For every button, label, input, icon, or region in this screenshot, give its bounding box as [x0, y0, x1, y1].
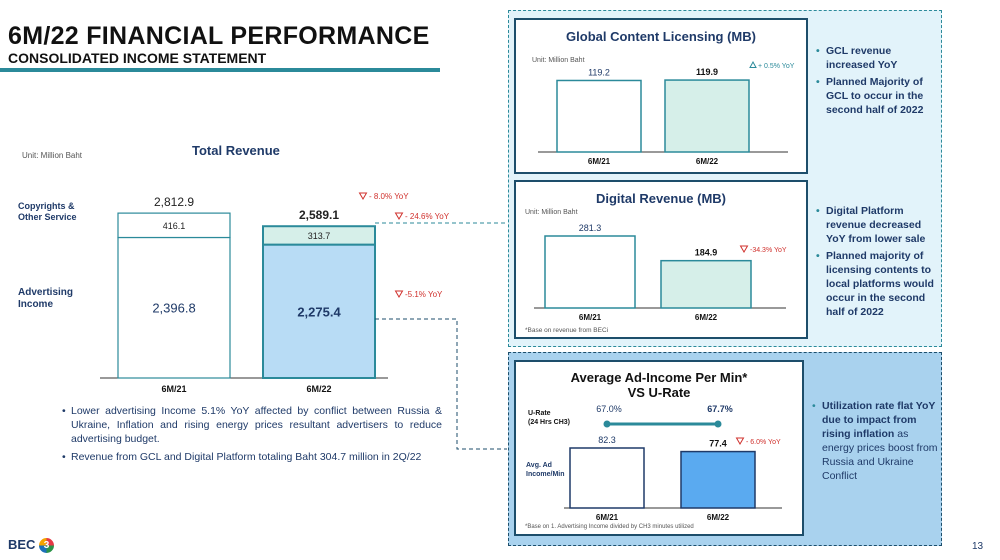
total-yoy-label: - 8.0% YoY: [369, 192, 409, 201]
category-label: 6M/21: [161, 384, 186, 394]
category-label: 6M/22: [707, 513, 730, 522]
adincome-card: Average Ad-Income Per Min* VS U-Rate U-R…: [514, 360, 804, 536]
category-label: 6M/22: [306, 384, 331, 394]
bar-value-label: 77.4: [709, 439, 727, 449]
bar-advertising: [117, 236, 231, 379]
bullet-item: • Utilization rate flat YoY due to impac…: [812, 400, 938, 482]
gcl-title: Global Content Licensing (MB): [566, 29, 756, 44]
total-value-label: 2,589.1: [299, 208, 339, 222]
bar-value-label: 281.3: [579, 223, 602, 233]
bullet-item: • GCL revenue increased YoY: [816, 45, 898, 71]
adincome-yoy-label: - 6.0% YoY: [746, 439, 781, 446]
yoy-down-icon: [358, 192, 368, 200]
gcl-yoy-label: + 0.5% YoY: [758, 63, 795, 70]
connector-lines: [375, 222, 510, 450]
bullet-text: Lower advertising Income 5.1% YoY affect…: [71, 405, 442, 445]
urate-point: [714, 420, 722, 428]
advertising-value-label: 2,275.4: [297, 304, 341, 319]
digital-yoy-label: -34.3% YoY: [750, 247, 787, 254]
copyrights-value-label: 313.7: [308, 231, 331, 241]
adincome-title: Average Ad-Income Per Min* VS U-Rate: [570, 370, 748, 400]
bar: [556, 79, 642, 153]
bar-value-label: 82.3: [598, 435, 616, 445]
page-number: 13: [972, 541, 984, 552]
yoy-down-icon: [394, 290, 404, 298]
gcl-unit: Unit: Million Baht: [532, 57, 585, 64]
advertising-yoy-label: -5.1% YoY: [405, 290, 443, 299]
digital-bullets: • Digital Platform revenue decreased YoY …: [816, 204, 938, 319]
bar: [660, 259, 752, 309]
yoy-down-icon: [394, 212, 404, 220]
gcl-bullets: • GCL revenue increased YoY • Planned Majo…: [816, 44, 938, 117]
category-label: 6M/21: [596, 513, 619, 522]
digital-unit: Unit: Million Baht: [525, 209, 578, 216]
title-underline: [0, 68, 440, 72]
unit-label: Unit: Million Baht: [22, 151, 83, 160]
total-value-label: 2,812.9: [154, 195, 194, 209]
copyrights-value-label: 416.1: [163, 221, 186, 231]
bar: [680, 450, 756, 509]
digital-title: Digital Revenue (MB): [595, 191, 726, 206]
yoy-up-icon: [749, 60, 757, 68]
bar: [569, 447, 645, 509]
urate-axis-label: U-Rate (24 Hrs CH3): [528, 410, 571, 426]
bar: [664, 79, 750, 153]
urate-point: [603, 420, 611, 428]
category-label: 6M/22: [695, 313, 718, 322]
bec-logo: BEC 3: [8, 537, 55, 554]
bullet-item: • Digital Platform revenue decreased YoY …: [816, 205, 926, 245]
category-label: 6M/22: [696, 157, 719, 166]
total-revenue-title: Total Revenue: [192, 143, 280, 158]
category-label: 6M/21: [588, 157, 611, 166]
copyright-yoy-label: - 24.6% YoY: [405, 212, 450, 221]
digital-note: *Base on revenue from BECi: [525, 327, 609, 334]
copyrights-row-label: Copyrights & Other Service: [18, 201, 77, 222]
bar: [544, 235, 636, 309]
bar-value-label: 119.9: [696, 67, 718, 77]
adincome-bullets: • Utilization rate flat YoY due to impac…: [812, 399, 940, 483]
digital-chart: 281.3 6M/21 184.9 6M/22 -34.3% YoY: [534, 223, 787, 322]
bar-value-label: 119.2: [588, 67, 610, 77]
bullet-item: • Planned majority of licensing contents …: [816, 250, 934, 318]
ch3-badge-icon: 3: [39, 538, 55, 554]
advertising-value-label: 2,396.8: [152, 301, 195, 316]
total-revenue-chart: 2,396.8 416.1 2,812.9 6M/21 2,275.4 313.7 2,58…: [100, 192, 450, 394]
adincome-chart: 82.3 6M/21 77.4 6M/22 67.0% 67.7% - 6.0% YoY: [564, 404, 782, 522]
bar-copyrights: [262, 225, 376, 246]
page-subtitle: CONSOLIDATED INCOME STATEMENT: [8, 50, 267, 66]
adincome-note: *Base on 1. Advertising Income divided b…: [525, 524, 694, 530]
advertising-row-label: Advertising Income: [18, 287, 74, 310]
urate-value-label: 67.0%: [596, 404, 622, 414]
urate-value-label: 67.7%: [707, 404, 733, 414]
bullet-item: • Planned Majority of GCL to occur in the…: [816, 76, 924, 116]
digital-card: Digital Revenue (MB) Unit: Million Baht …: [514, 180, 808, 339]
left-bullets: • Lower advertising Income 5.1% YoY affec…: [62, 404, 442, 464]
category-label: 6M/21: [579, 313, 602, 322]
gcl-card: Global Content Licensing (MB) Unit: Mill…: [514, 18, 808, 174]
avg-income-axis-label: Avg. Ad Income/Min: [526, 462, 565, 478]
bullet-item: • Lower advertising Income 5.1% YoY affec…: [62, 405, 442, 445]
bar-value-label: 184.9: [695, 248, 718, 258]
bar-copyrights: [117, 212, 231, 239]
yoy-down-icon: [735, 437, 745, 445]
page-title: 6M/22 FINANCIAL PERFORMANCE: [8, 22, 430, 50]
bullet-item: • Revenue from GCL and Digital Platform t…: [62, 451, 422, 463]
yoy-down-icon: [739, 245, 749, 253]
bullet-text: Revenue from GCL and Digital Platform to…: [71, 451, 422, 463]
gcl-chart: 119.2 6M/21 119.9 6M/22 + 0.5% YoY: [538, 60, 795, 166]
